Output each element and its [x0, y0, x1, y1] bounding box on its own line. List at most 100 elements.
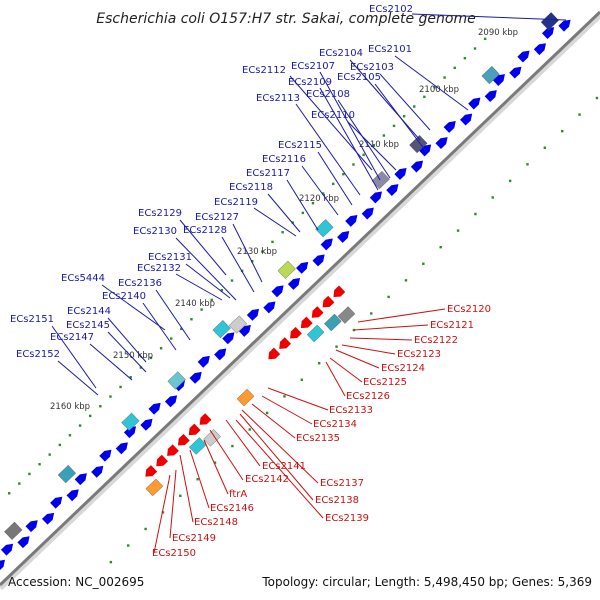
forward-gene[interactable]: [99, 447, 114, 462]
gene-label[interactable]: ECs2151: [10, 314, 54, 325]
gene-label[interactable]: ECs2148: [194, 517, 238, 528]
gene-label[interactable]: ECs2120: [447, 304, 491, 315]
reverse-gene[interactable]: [197, 413, 212, 428]
gene-label[interactable]: ECs2135: [296, 433, 340, 444]
gene-label[interactable]: ECs2149: [172, 533, 216, 544]
gene-label[interactable]: ECs2132: [137, 263, 181, 274]
forward-gene[interactable]: [410, 158, 426, 173]
forward-gene[interactable]: [296, 259, 311, 274]
forward-gene[interactable]: [50, 494, 65, 509]
gene-label[interactable]: ECs2124: [381, 363, 425, 374]
forward-gene[interactable]: [17, 533, 32, 549]
reverse-gene[interactable]: [287, 326, 302, 342]
forward-expression-block[interactable]: [540, 12, 560, 31]
gene-label[interactable]: ECs2121: [430, 320, 474, 331]
forward-gene[interactable]: [312, 252, 327, 267]
gene-label[interactable]: ECs2113: [256, 93, 300, 104]
forward-gene[interactable]: [541, 24, 557, 39]
gene-label[interactable]: ECs2104: [319, 48, 363, 59]
forward-expression-block[interactable]: [121, 412, 140, 431]
reverse-gene[interactable]: [309, 306, 324, 321]
forward-expression-block[interactable]: [212, 320, 231, 339]
gene-label[interactable]: ECs2137: [320, 478, 364, 489]
gene-label[interactable]: ECs2108: [306, 89, 350, 100]
forward-gene[interactable]: [361, 205, 377, 220]
forward-expression-block[interactable]: [277, 260, 296, 279]
gene-label[interactable]: ECs2129: [138, 208, 182, 219]
gene-label[interactable]: ECs2103: [350, 62, 394, 73]
gene-label[interactable]: ECs2152: [16, 349, 60, 360]
forward-gene[interactable]: [386, 181, 401, 196]
forward-gene[interactable]: [214, 346, 229, 361]
gene-label[interactable]: ECs2142: [245, 474, 289, 485]
reverse-expression-block[interactable]: [236, 388, 255, 407]
forward-expression-block[interactable]: [4, 521, 23, 540]
gene-label[interactable]: ftrA: [229, 489, 247, 500]
forward-gene[interactable]: [369, 189, 385, 204]
forward-gene[interactable]: [140, 416, 155, 431]
forward-expression-block[interactable]: [57, 464, 77, 484]
gene-label[interactable]: ECs2140: [102, 291, 146, 302]
gene-label[interactable]: ECs2112: [242, 65, 286, 76]
forward-gene[interactable]: [197, 353, 213, 368]
gene-label[interactable]: ECs2150: [152, 548, 196, 559]
reverse-gene[interactable]: [175, 433, 190, 449]
reverse-gene[interactable]: [164, 444, 179, 459]
gene-label[interactable]: ECs2146: [210, 503, 254, 514]
forward-gene[interactable]: [148, 400, 163, 415]
gene-label[interactable]: ECs2138: [315, 495, 359, 506]
gene-label[interactable]: ECs2123: [397, 349, 441, 360]
reverse-gene[interactable]: [276, 337, 291, 352]
forward-expression-block[interactable]: [315, 219, 334, 238]
reverse-expression-block[interactable]: [324, 313, 342, 332]
forward-gene[interactable]: [25, 517, 41, 533]
gene-label[interactable]: ECs2128: [183, 225, 227, 236]
gene-label[interactable]: ECs2122: [414, 335, 458, 346]
forward-gene[interactable]: [41, 510, 57, 525]
gene-label[interactable]: ECs2125: [363, 377, 407, 388]
reverse-gene[interactable]: [265, 347, 281, 363]
forward-gene[interactable]: [419, 142, 434, 157]
forward-expression-block[interactable]: [228, 315, 248, 334]
reverse-expression-block[interactable]: [145, 478, 164, 497]
forward-gene[interactable]: [492, 71, 508, 86]
gene-label[interactable]: ECs2133: [329, 405, 373, 416]
forward-gene[interactable]: [238, 322, 254, 337]
forward-gene[interactable]: [189, 369, 205, 384]
gene-label[interactable]: ECs2136: [118, 278, 162, 289]
forward-gene[interactable]: [394, 165, 409, 180]
forward-gene[interactable]: [66, 486, 82, 502]
forward-expression-block[interactable]: [409, 135, 428, 154]
reverse-gene[interactable]: [153, 454, 169, 470]
forward-gene[interactable]: [320, 236, 336, 251]
gene-label[interactable]: ECs2127: [195, 212, 239, 223]
forward-gene[interactable]: [164, 393, 180, 408]
forward-gene[interactable]: [484, 87, 500, 103]
forward-gene[interactable]: [271, 283, 286, 298]
reverse-expression-block[interactable]: [306, 324, 325, 343]
gene-label[interactable]: ECs2107: [291, 61, 335, 72]
gene-label[interactable]: ECs2147: [50, 332, 94, 343]
gene-label[interactable]: ECs2139: [325, 513, 369, 524]
forward-gene[interactable]: [74, 470, 90, 486]
reverse-expression-block[interactable]: [203, 429, 221, 447]
gene-label[interactable]: ECs2145: [66, 320, 110, 331]
forward-expression-block[interactable]: [481, 65, 500, 85]
gene-label[interactable]: ECs2116: [262, 154, 306, 165]
gene-label[interactable]: ECs2105: [337, 72, 381, 83]
reverse-expression-block[interactable]: [188, 437, 207, 455]
forward-gene[interactable]: [558, 17, 573, 32]
forward-gene[interactable]: [468, 95, 483, 110]
gene-label[interactable]: ECs2109: [288, 77, 332, 88]
forward-gene[interactable]: [533, 40, 549, 56]
gene-label[interactable]: ECs2118: [229, 182, 273, 193]
reverse-expression-block[interactable]: [337, 306, 356, 324]
forward-gene[interactable]: [115, 439, 131, 455]
reverse-gene[interactable]: [142, 465, 158, 480]
forward-gene[interactable]: [443, 118, 459, 133]
gene-label[interactable]: ECs5444: [61, 273, 105, 284]
reverse-gene[interactable]: [319, 295, 335, 311]
reverse-gene[interactable]: [186, 423, 201, 439]
forward-gene[interactable]: [517, 48, 532, 63]
forward-gene[interactable]: [460, 111, 475, 126]
